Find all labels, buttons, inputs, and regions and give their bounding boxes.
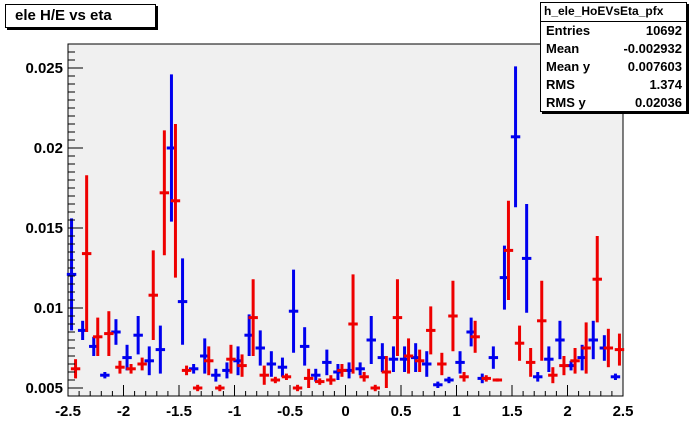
x-tick-label: 0.5: [391, 403, 412, 420]
stats-label: RMS y: [546, 95, 586, 110]
stats-row: Entries 10692: [541, 22, 686, 40]
stats-value: 0.007603: [627, 59, 682, 74]
axes: -2.5 -2 -1.5 -1 -0.5 0 0.5 1 1.5 2 2.5 0.005 0.01 0.0…: [25, 43, 634, 420]
stats-label: Mean: [546, 41, 580, 56]
y-tick-label: 0.01: [34, 300, 63, 317]
x-tick-label: 2: [563, 403, 571, 420]
y-tick-label: 0.015: [25, 220, 63, 237]
chart-title: ele H/E vs eta: [5, 4, 156, 28]
stats-label: Entries: [546, 23, 591, 38]
stats-box: h_ele_HoEVsEta_pfx Entries 10692 Mean -0…: [540, 2, 687, 112]
x-tick-label: -1.5: [166, 403, 192, 420]
stats-histogram-name: h_ele_HoEVsEta_pfx: [541, 3, 686, 22]
x-tick-label: -1: [228, 403, 241, 420]
stats-row: Mean -0.002932: [541, 40, 686, 58]
stats-row: Mean y 0.007603: [541, 58, 686, 76]
stats-value: 10692: [645, 23, 682, 38]
y-tick-label: 0.005: [25, 380, 63, 397]
y-tick-label: 0.025: [25, 60, 63, 77]
x-tick-label: 1.5: [502, 403, 523, 420]
x-tick-label: -2: [117, 403, 130, 420]
stats-label: Mean y: [546, 59, 591, 74]
stats-value: -0.002932: [623, 41, 682, 56]
stats-row: RMS y 0.02036: [541, 94, 686, 112]
x-tick-label: -2.5: [55, 403, 81, 420]
stats-label: RMS: [546, 77, 575, 92]
x-tick-label: 2.5: [613, 403, 634, 420]
stats-value: 1.374: [649, 77, 682, 92]
stats-value: 0.02036: [635, 95, 682, 110]
x-tick-label: 0: [341, 403, 349, 420]
y-tick-label: 0.02: [34, 140, 63, 157]
x-tick-label: 1: [452, 403, 460, 420]
x-tick-label: -0.5: [277, 403, 303, 420]
error-bars: [66, 66, 625, 392]
stats-row: RMS 1.374: [541, 76, 686, 94]
